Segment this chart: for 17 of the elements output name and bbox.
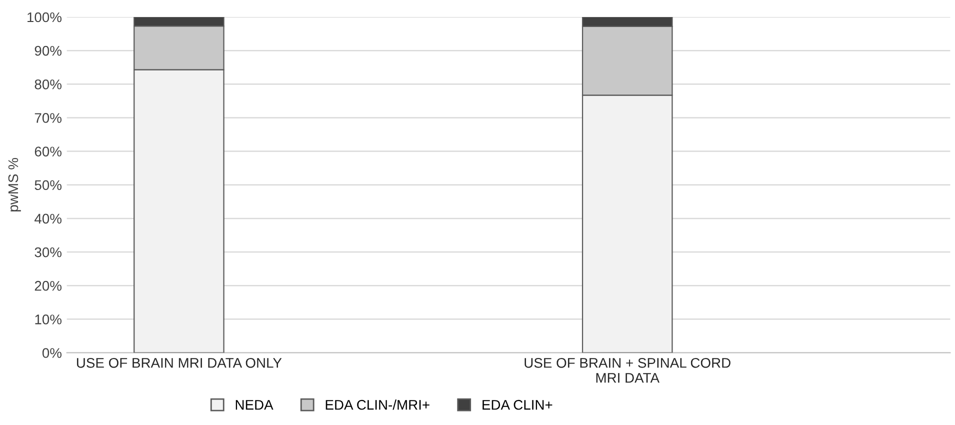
y-tick-label: 40% [34, 214, 62, 224]
y-axis-title: pwMS % [8, 158, 21, 212]
y-tick-label: 0% [42, 348, 62, 358]
y-tick-label: 90% [34, 46, 62, 56]
y-tick-label: 50% [34, 180, 62, 190]
legend-label: EDA CLIN+ [482, 400, 552, 410]
y-tick-label: 10% [35, 314, 62, 324]
y-tick-label: 70% [34, 113, 62, 123]
legend-label: EDA CLIN-/MRI+ [326, 400, 430, 410]
y-tick-label: 80% [34, 79, 62, 90]
y-tick-label: 20% [34, 280, 62, 291]
x-tick-label: USE OF BRAIN MRI DATA ONLY [76, 358, 282, 368]
y-tick-label: 100% [28, 12, 62, 22]
y-tick-label: 60% [34, 146, 62, 156]
legend-label: NEDA [236, 400, 274, 410]
x-tick-label: USE OF BRAIN + SPINAL CORD MRI DATA [524, 358, 730, 383]
y-tick-label: 30% [34, 247, 62, 258]
